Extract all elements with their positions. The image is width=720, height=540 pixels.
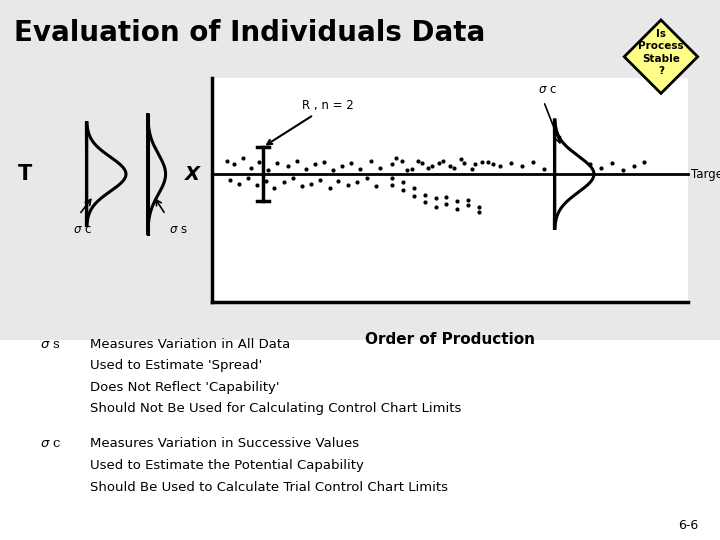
Text: $\sigma$ c: $\sigma$ c: [40, 437, 61, 450]
Text: Used to Estimate the Potential Capability: Used to Estimate the Potential Capabilit…: [90, 459, 364, 472]
Text: Should Be Used to Calculate Trial Control Chart Limits: Should Be Used to Calculate Trial Contro…: [90, 481, 448, 494]
Text: Measures Variation in All Data: Measures Variation in All Data: [90, 338, 290, 350]
Text: $\sigma$ c: $\sigma$ c: [538, 83, 557, 96]
Bar: [0, 340, 720, 540]
Text: Is
Process
Stable
?: Is Process Stable ?: [638, 29, 684, 76]
Text: $\sigma$ c: $\sigma$ c: [73, 222, 92, 236]
Text: Order of Production: Order of Production: [365, 332, 535, 347]
Text: Does Not Reflect 'Capability': Does Not Reflect 'Capability': [90, 381, 279, 394]
Text: Measures Variation in Successive Values: Measures Variation in Successive Values: [90, 437, 359, 450]
Text: X: X: [185, 165, 200, 184]
Bar: [212, 78, 688, 302]
Text: R , n = 2: R , n = 2: [267, 99, 354, 144]
Text: $\sigma$ s: $\sigma$ s: [169, 222, 188, 236]
Text: T: T: [18, 164, 32, 184]
Text: Evaluation of Individuals Data: Evaluation of Individuals Data: [14, 19, 486, 47]
Text: 6-6: 6-6: [678, 519, 698, 532]
Text: Should Not Be Used for Calculating Control Chart Limits: Should Not Be Used for Calculating Contr…: [90, 402, 462, 415]
Polygon shape: [624, 20, 698, 93]
Text: Used to Estimate 'Spread': Used to Estimate 'Spread': [90, 359, 262, 372]
Text: Target: Target: [691, 167, 720, 181]
Text: $\sigma$ s: $\sigma$ s: [40, 338, 60, 350]
